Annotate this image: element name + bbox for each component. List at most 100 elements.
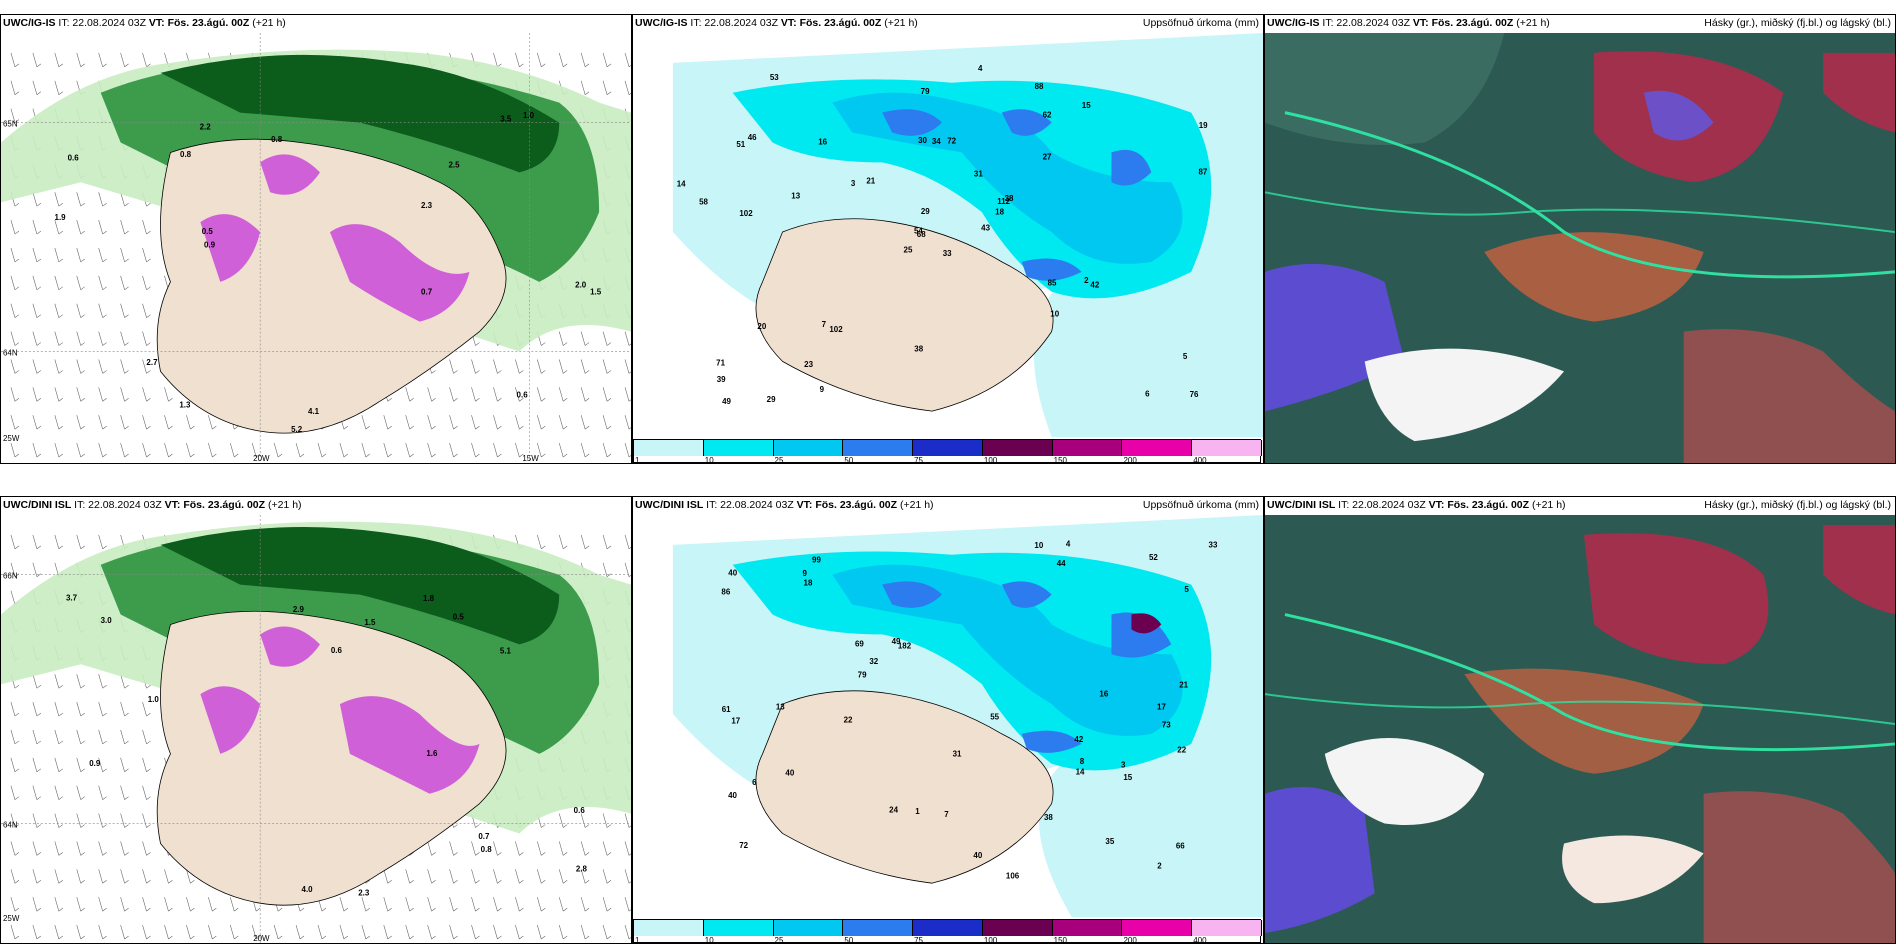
wind-barb: [120, 303, 129, 318]
map-value-label: 72: [947, 137, 956, 146]
init-time: IT: 22.08.2024 03Z: [74, 499, 162, 511]
map-value-label: 16: [818, 137, 827, 146]
wind-barb: [98, 359, 107, 374]
map-value-label: 3: [851, 179, 856, 188]
map-value-label: 2.9: [293, 605, 305, 614]
wind-barb: [558, 813, 568, 828]
snow-map-svg: 0.6 0.8 2.3 4.1 3.5 5.2 0.7 0.9 1.0 1.52.0 2.2 2.5 2…: [1, 33, 631, 463]
wind-barb: [602, 443, 612, 458]
lead-time: (+21 h): [267, 499, 302, 511]
wind-barb: [10, 415, 20, 430]
wind-barb: [186, 925, 195, 940]
cloud-map[interactable]: [1265, 515, 1895, 943]
precip-map[interactable]: 33 51 68 71 112 102 88 72 62 43 53 76 102 19 25 27 29 30 3…: [633, 33, 1263, 437]
wind-barb: [427, 925, 436, 940]
map-value-label: 71: [716, 358, 725, 367]
snow-map[interactable]: 0.6 0.8 3.7 5.1 4.0 2.9 2.3 1.8 1.0 0.9 0.7 1.5 1.6 3…: [1, 515, 631, 943]
wind-barb: [383, 925, 392, 940]
wind-barb: [98, 702, 107, 717]
wind-barb: [624, 415, 631, 430]
field-title: Uppsöfnuð úrkoma (mm): [1142, 17, 1259, 29]
legend-tick: 100: [983, 936, 998, 944]
wind-barb: [76, 869, 85, 884]
panel-header: UWC/DINI ISL IT: 22.08.2024 03Z VT: Fös.…: [3, 499, 627, 513]
wind-barb: [32, 52, 42, 68]
init-time: IT: 22.08.2024 03Z: [690, 17, 778, 29]
legend-tick: 150: [1053, 936, 1068, 944]
map-value-label: 88: [1035, 82, 1044, 91]
wind-barb: [76, 925, 85, 940]
wind-barb: [515, 443, 524, 458]
map-value-label: 1.5: [590, 287, 602, 296]
wind-barb: [515, 359, 524, 374]
wind-barb: [493, 897, 502, 912]
legend-swatch: [982, 920, 1053, 936]
init-time: IT: 22.08.2024 03Z: [706, 499, 794, 511]
map-value-label: 72: [739, 841, 748, 850]
legend-tick: 200: [1123, 936, 1137, 944]
wind-barb: [10, 729, 20, 745]
wind-barb: [10, 247, 20, 263]
wind-barb: [580, 841, 590, 856]
wind-barb: [427, 897, 436, 912]
map-value-label: 40: [973, 851, 982, 860]
wind-barb: [558, 443, 568, 458]
wind-barb: [273, 443, 283, 458]
precip-map[interactable]: 42 73 72 99 182 35 40 44 69 106 86 61 40 66 24 21 31 55 49…: [633, 515, 1263, 917]
wind-barb: [32, 757, 42, 773]
wind-barb: [624, 331, 631, 346]
legend-swatch: [703, 920, 774, 936]
map-value-label: 51: [736, 140, 745, 149]
wind-barb: [427, 841, 436, 856]
legend-tick: 50: [844, 936, 854, 944]
map-value-label: 53: [770, 73, 779, 82]
map-value-label: 13: [776, 702, 785, 711]
wind-barb: [120, 841, 129, 856]
model-name: UWC/IG-IS: [3, 17, 56, 29]
wind-barb: [164, 925, 173, 940]
map-value-label: 4.1: [308, 407, 320, 416]
wind-barb: [537, 925, 546, 940]
map-value-label: 10: [1050, 310, 1059, 319]
wind-barb: [10, 443, 20, 458]
wind-barb: [515, 869, 524, 884]
map-value-label: 0.7: [478, 832, 490, 841]
map-value-label: 0.6: [68, 153, 80, 162]
legend-tick: 25: [774, 936, 784, 944]
wind-barb: [10, 534, 20, 550]
map-value-label: 86: [721, 588, 730, 597]
wind-barb: [624, 359, 631, 374]
wind-barb: [32, 534, 42, 550]
wind-barb: [76, 702, 85, 717]
wind-barb: [493, 841, 502, 856]
map-value-label: 182: [898, 642, 912, 651]
wind-barb: [142, 331, 151, 346]
precip-map-panel-dini: UWC/DINI ISL IT: 22.08.2024 03Z VT: Fös.…: [632, 496, 1264, 944]
snow-values: 0.6 0.8 2.3 4.1 3.5 5.2 0.7 0.9 1.0 1.52.0 2.2 2.5 2…: [55, 111, 602, 434]
wind-barb: [361, 443, 371, 458]
legend-swatch: [843, 440, 914, 456]
map-value-label: 6: [1145, 389, 1150, 398]
map-value-label: 32: [869, 657, 878, 666]
snow-map[interactable]: 0.6 0.8 2.3 4.1 3.5 5.2 0.7 0.9 1.0 1.5 2.0 2.2 2.5 2…: [1, 33, 631, 463]
wind-barb: [98, 534, 107, 550]
legend-tick: 10: [704, 936, 714, 944]
wind-barb: [537, 869, 546, 884]
wind-barb: [120, 757, 129, 773]
wind-barb: [493, 925, 502, 940]
cloud-map[interactable]: [1265, 33, 1895, 463]
wind-barb: [295, 443, 305, 458]
legend-swatch: [1122, 920, 1193, 936]
map-value-label: 79: [858, 670, 867, 679]
wind-barb: [339, 897, 349, 912]
map-value-label: 2.2: [200, 122, 212, 131]
wind-barb: [537, 415, 546, 430]
wind-barb: [471, 415, 480, 430]
wind-barb: [54, 534, 63, 550]
map-value-label: 1.5: [364, 618, 376, 627]
wind-barb: [515, 925, 524, 940]
map-value-label: 8: [1080, 757, 1085, 766]
snow-wind-map-panel-dini: UWC/DINI ISL IT: 22.08.2024 03Z VT: Fös.…: [0, 496, 632, 944]
wind-barb: [32, 247, 42, 263]
wind-barb: [76, 729, 85, 745]
